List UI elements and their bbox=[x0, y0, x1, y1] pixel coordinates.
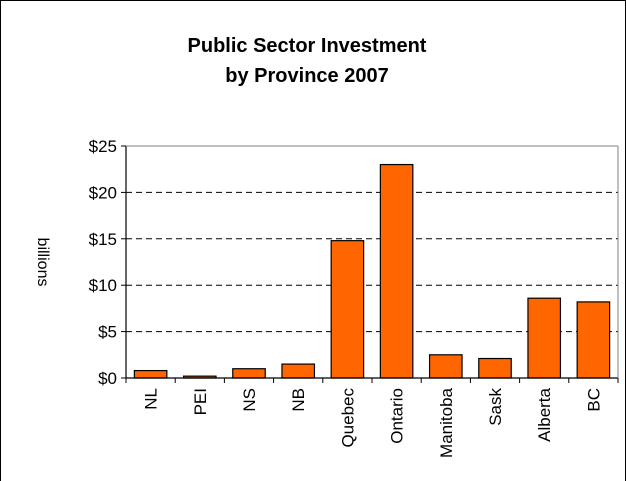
bar bbox=[478, 357, 512, 379]
y-tick-label: $25 bbox=[89, 137, 117, 156]
bar bbox=[379, 163, 414, 379]
y-tick-label: $20 bbox=[89, 183, 117, 202]
x-tick-label: Alberta bbox=[535, 387, 554, 441]
y-tick-label: $5 bbox=[98, 323, 117, 342]
x-tick-label: NL bbox=[142, 388, 161, 410]
x-tick-label: Sask bbox=[486, 388, 505, 426]
x-tick-label: PEI bbox=[191, 388, 210, 415]
x-tick-label: Manitoba bbox=[437, 387, 456, 457]
bar bbox=[330, 240, 365, 379]
y-tick-label: $10 bbox=[89, 276, 117, 295]
x-tick-label: Quebec bbox=[338, 388, 357, 448]
y-axis-label: billions bbox=[34, 238, 51, 287]
bars bbox=[133, 163, 611, 379]
x-tick-labels: NL PEI NS NB Quebec Ontario Manitoba Sask Albert… bbox=[142, 387, 604, 457]
bar bbox=[232, 368, 266, 379]
chart-title-line-2: by Province 2007 bbox=[225, 65, 388, 87]
x-tick-label: Ontario bbox=[388, 388, 407, 444]
bar bbox=[527, 297, 562, 379]
bar bbox=[281, 363, 316, 379]
y-tick-label: $0 bbox=[98, 369, 117, 388]
bar bbox=[428, 354, 463, 379]
x-tick-label: NS bbox=[240, 388, 259, 412]
chart-title-line-1: Public Sector Investment bbox=[188, 35, 427, 57]
y-tick-label: $15 bbox=[89, 230, 117, 249]
x-tick-label: NB bbox=[289, 388, 308, 412]
bar bbox=[576, 301, 611, 379]
x-tick-label: BC bbox=[584, 388, 603, 412]
axes bbox=[121, 145, 619, 383]
y-tick-labels: $0 $5 $10 $15 $20 $25 bbox=[89, 137, 117, 388]
bar bbox=[133, 369, 168, 379]
